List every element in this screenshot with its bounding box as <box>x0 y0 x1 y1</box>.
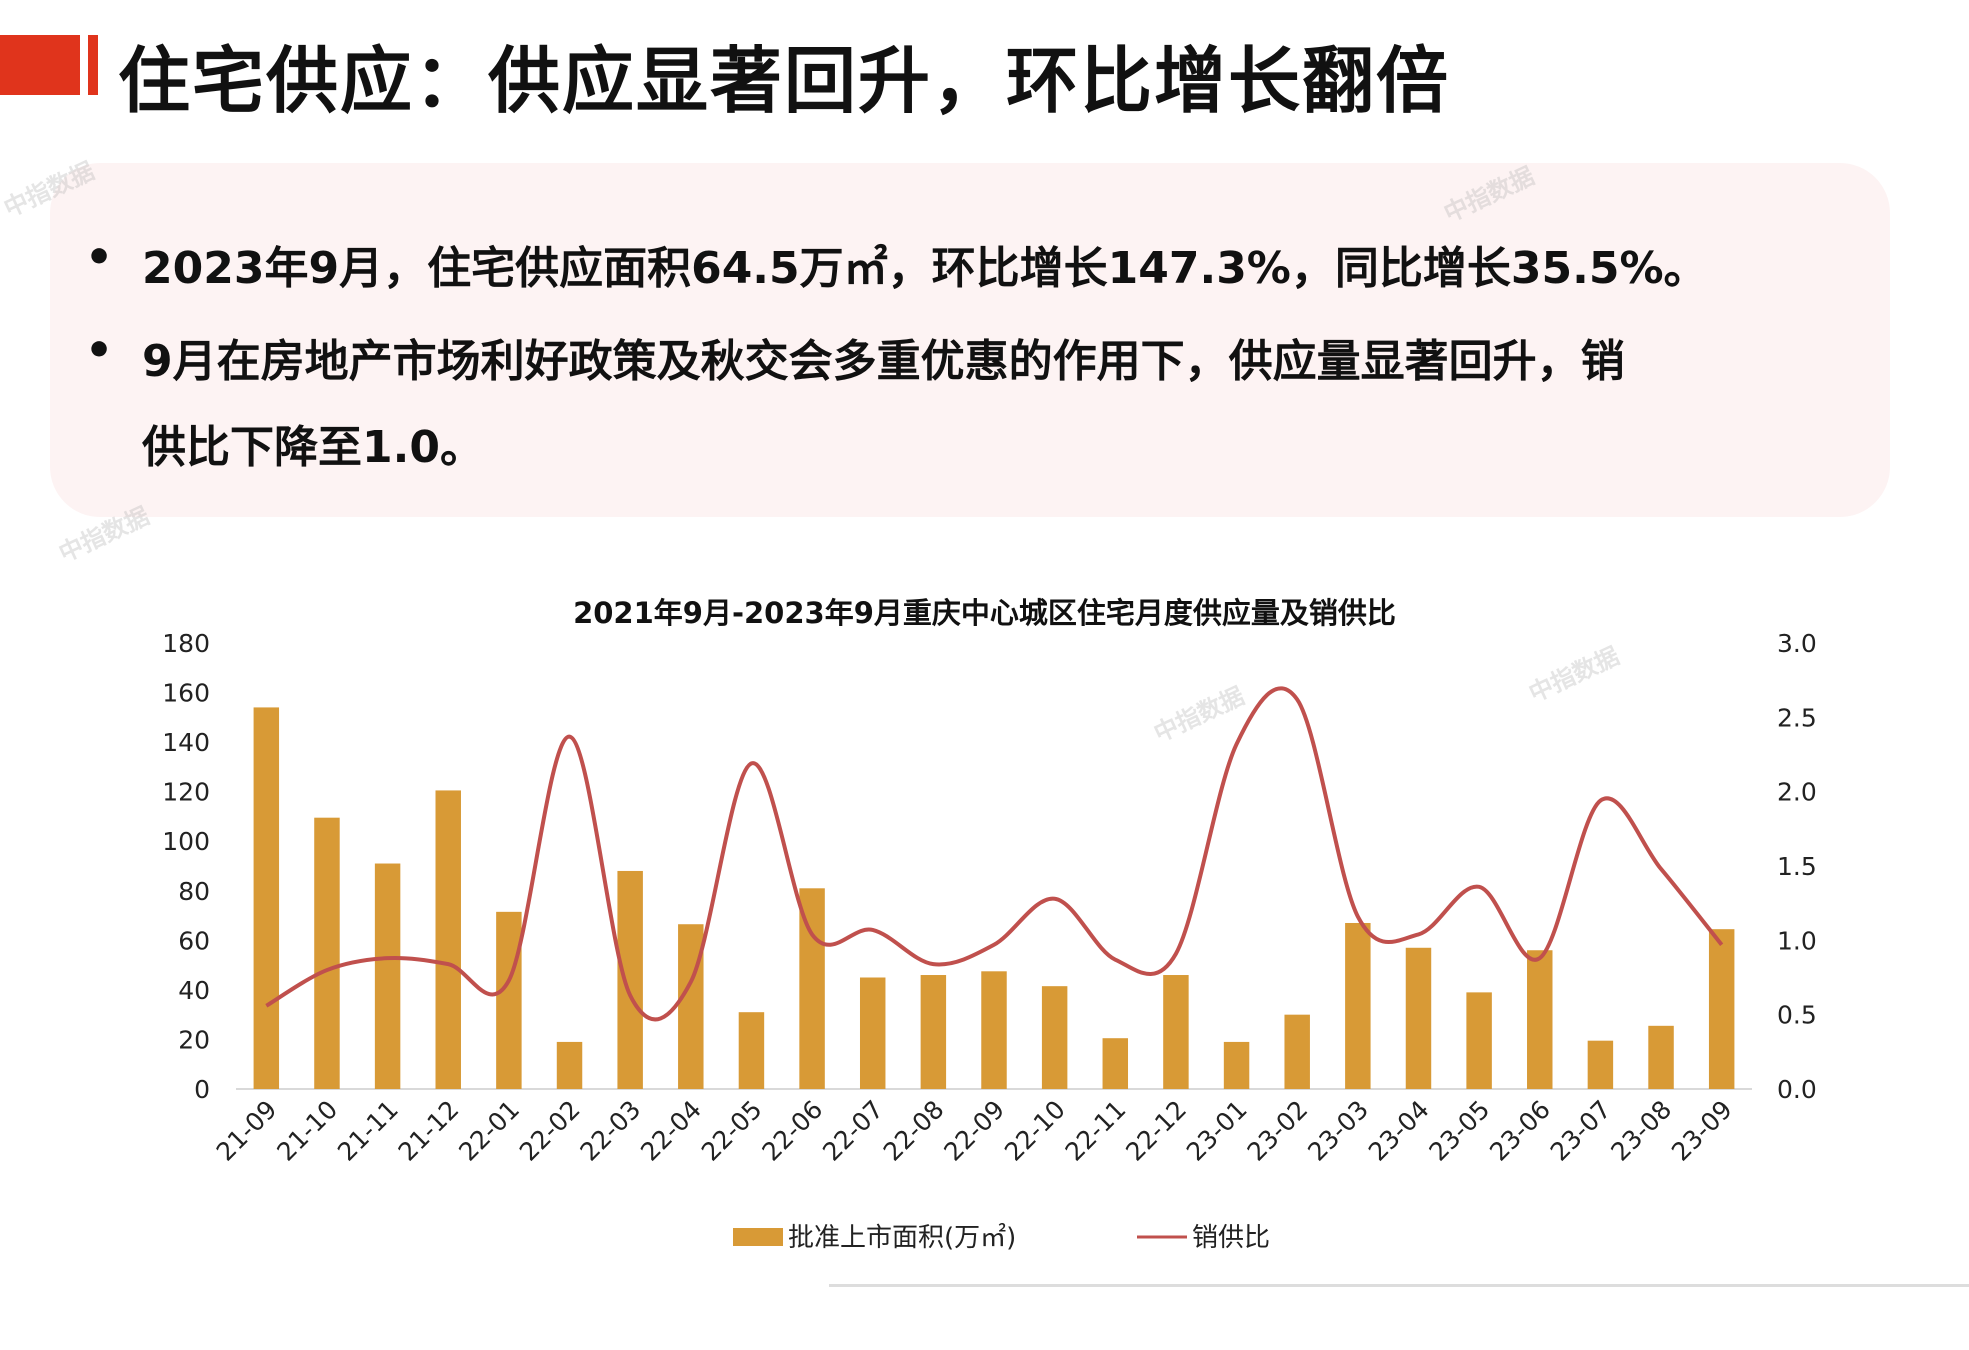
legend-line-label: 销供比 <box>1192 1223 1270 1253</box>
y-left-tick-label: 0 <box>194 1075 210 1104</box>
bullet-icon: • <box>85 232 114 283</box>
chart-title: 2021年9月-2023年9月重庆中心城区住宅月度供应量及销供比 <box>573 596 1396 630</box>
legend-bar-swatch <box>733 1228 783 1246</box>
x-tick-label: 22-03 <box>575 1095 647 1167</box>
bullet-icon: • <box>85 325 114 376</box>
x-tick-label: 22-09 <box>938 1095 1010 1167</box>
bar-22-11 <box>1102 1038 1129 1089</box>
bar-22-03 <box>617 870 643 1089</box>
line-sales-supply-ratio <box>265 686 1724 1022</box>
y-left-tick-label: 100 <box>162 827 210 856</box>
x-tick-label: 22-05 <box>696 1095 768 1167</box>
x-tick-label: 22-11 <box>1060 1095 1132 1167</box>
y-left-tick-label: 40 <box>178 976 210 1005</box>
bar-22-05 <box>738 1012 765 1089</box>
y-left-tick-label: 60 <box>178 926 210 955</box>
x-tick-label: 23-07 <box>1545 1095 1617 1167</box>
y-left-tick-label: 120 <box>162 778 210 807</box>
bar-23-08 <box>1648 1025 1674 1089</box>
bar-22-02 <box>556 1041 583 1089</box>
x-tick-label: 23-02 <box>1242 1095 1314 1167</box>
bar-23-02 <box>1284 1014 1310 1089</box>
y-right-tick-label: 2.0 <box>1777 778 1817 807</box>
x-tick-label: 23-06 <box>1484 1095 1556 1167</box>
bar-22-04 <box>678 924 704 1089</box>
x-tick-label: 23-08 <box>1605 1095 1677 1167</box>
bar-22-10 <box>1041 986 1068 1089</box>
bar-23-06 <box>1527 950 1553 1089</box>
y-right-tick-label: 1.0 <box>1777 926 1817 955</box>
x-tick-label: 22-10 <box>999 1095 1071 1167</box>
title-accent-stripe <box>88 35 98 95</box>
bar-22-07 <box>859 977 886 1089</box>
x-tick-label: 23-04 <box>1363 1095 1435 1167</box>
y-left-tick-label: 180 <box>162 629 210 658</box>
bar-21-10 <box>314 817 340 1089</box>
x-tick-label: 22-04 <box>635 1095 707 1167</box>
x-tick-label: 22-12 <box>1120 1095 1192 1167</box>
y-left-tick-label: 80 <box>178 877 210 906</box>
footer-divider <box>829 1284 1969 1287</box>
y-right-tick-label: 1.5 <box>1777 852 1817 881</box>
title-accent-block <box>0 35 80 95</box>
bar-23-03 <box>1345 922 1371 1089</box>
x-tick-label: 23-09 <box>1666 1095 1738 1167</box>
x-tick-label: 22-02 <box>514 1095 586 1167</box>
x-tick-label: 21-09 <box>211 1095 283 1167</box>
y-right-tick-label: 3.0 <box>1777 629 1817 658</box>
y-right-tick-label: 0.5 <box>1777 1001 1817 1030</box>
x-tick-label: 23-03 <box>1302 1095 1374 1167</box>
bar-21-12 <box>435 790 461 1089</box>
legend-bar-label: 批准上市面积(万㎡) <box>788 1223 1016 1253</box>
y-left-tick-label: 140 <box>162 728 210 757</box>
bar-22-08 <box>920 975 947 1089</box>
y-right-tick-label: 0.0 <box>1777 1075 1817 1104</box>
bar-22-12 <box>1163 975 1189 1089</box>
bar-21-09 <box>253 707 280 1089</box>
bar-22-01 <box>496 911 522 1089</box>
y-left-tick-label: 160 <box>162 679 210 708</box>
page-title: 住宅供应：供应显著回升，环比增长翻倍 <box>118 39 1451 123</box>
summary-panel <box>50 163 1890 517</box>
bar-23-09 <box>1708 929 1735 1089</box>
x-tick-label: 22-06 <box>756 1095 828 1167</box>
x-tick-label: 22-08 <box>878 1095 950 1167</box>
x-tick-label: 23-05 <box>1423 1095 1495 1167</box>
x-tick-label: 22-07 <box>817 1095 889 1167</box>
x-tick-label: 21-12 <box>393 1095 465 1167</box>
bar-23-04 <box>1405 947 1432 1089</box>
bar-21-11 <box>374 863 401 1089</box>
x-tick-label: 21-11 <box>332 1095 404 1167</box>
bar-22-09 <box>981 971 1007 1089</box>
y-left-tick-label: 20 <box>178 1025 210 1054</box>
bar-23-01 <box>1223 1041 1250 1089</box>
x-tick-label: 23-01 <box>1181 1095 1253 1167</box>
bar-23-07 <box>1587 1040 1614 1089</box>
bar-23-05 <box>1466 992 1492 1089</box>
x-tick-label: 22-01 <box>453 1095 525 1167</box>
y-right-tick-label: 2.5 <box>1777 703 1817 732</box>
x-tick-label: 21-10 <box>271 1095 343 1167</box>
